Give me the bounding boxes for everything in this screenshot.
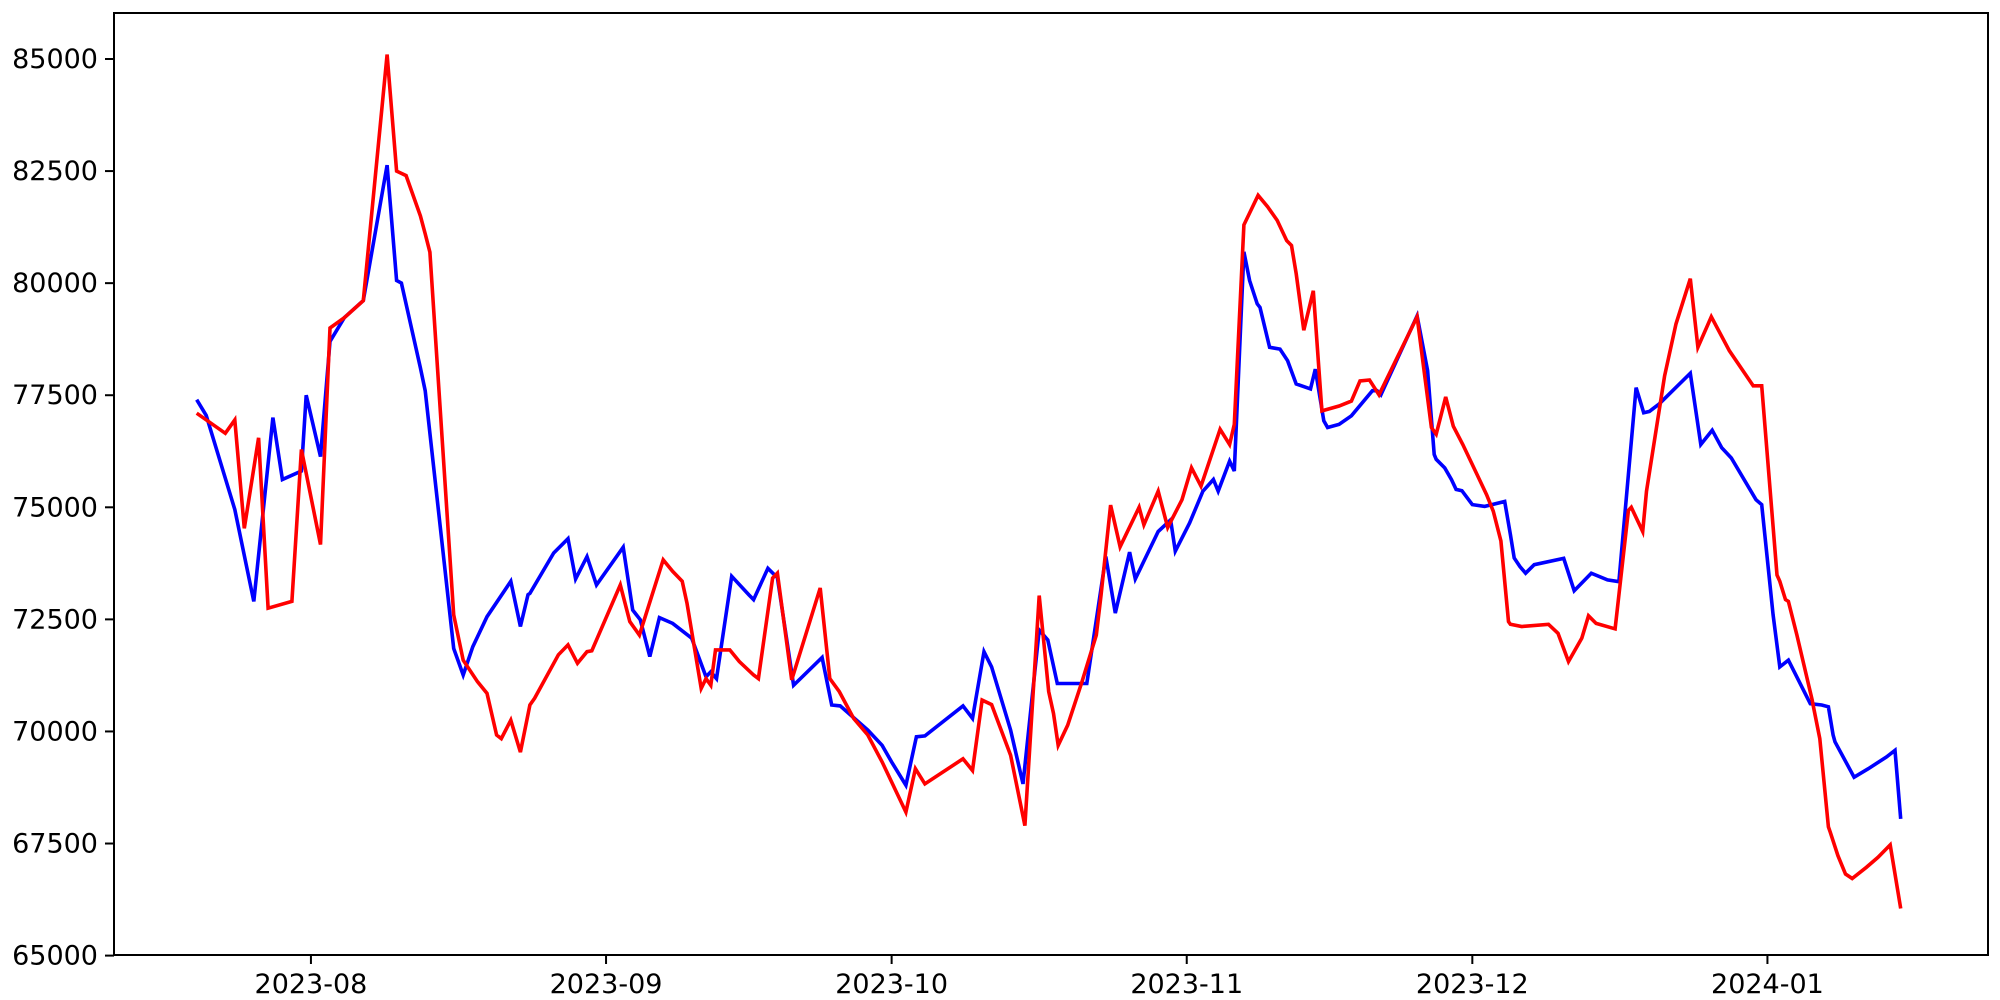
y-tick-label: 72500 (12, 604, 98, 635)
red-series-line (195, 54, 1903, 909)
y-tick-label: 75000 (12, 492, 98, 523)
y-tick-label: 82500 (12, 156, 98, 187)
y-tick-label: 80000 (12, 268, 98, 299)
y-tick-label: 70000 (12, 716, 98, 747)
x-tick-label: 2023-12 (1416, 969, 1529, 1000)
y-tick-label: 65000 (12, 941, 98, 972)
axes-spines (113, 12, 1989, 956)
y-tick-label: 67500 (12, 829, 98, 860)
blue-series-line (195, 164, 1903, 820)
x-tick-label: 2023-09 (550, 969, 663, 1000)
y-tick-label: 77500 (12, 380, 98, 411)
x-tick-label: 2024-01 (1711, 969, 1824, 1000)
x-tick-label: 2023-11 (1130, 969, 1243, 1000)
x-tick-label: 2023-10 (835, 969, 948, 1000)
x-tick-label: 2023-08 (255, 969, 368, 1000)
y-tick-label: 85000 (12, 44, 98, 75)
